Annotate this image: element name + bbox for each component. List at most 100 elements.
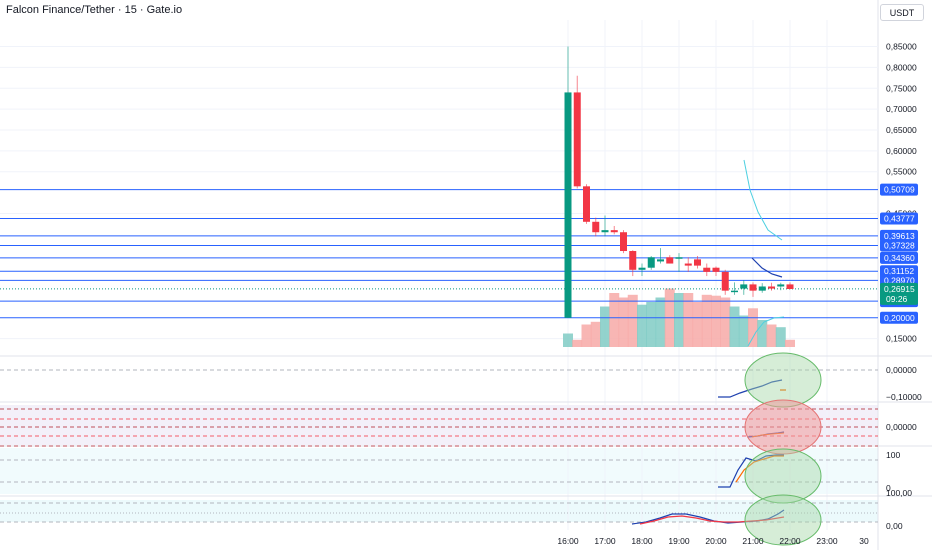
volume-bar <box>757 320 768 347</box>
candle-body <box>573 92 581 187</box>
price-level-badge <box>880 265 918 278</box>
currency-selector-button[interactable]: USDT <box>880 4 924 21</box>
indicator-tick-label: 0,00000 <box>886 365 917 375</box>
time-tick-label: 20:00 <box>705 536 727 546</box>
last-price-badge <box>880 282 918 305</box>
volume-bar <box>637 304 647 347</box>
candle-body <box>564 92 572 318</box>
candle-body <box>749 284 757 291</box>
pane-bg-3 <box>0 448 878 494</box>
volume-bar <box>729 306 740 347</box>
time-tick-label: 23:00 <box>816 536 838 546</box>
indicator-tick-label: 0 <box>886 483 891 493</box>
price-tick-label: 0,85000 <box>886 42 917 52</box>
volume-bar <box>674 293 684 347</box>
indicator-line-lower <box>747 316 785 347</box>
candle-body <box>601 230 609 233</box>
time-tick-label: 21:00 <box>742 536 764 546</box>
symbol-title[interactable]: Falcon Finance/Tether · 15 · Gate.io <box>6 4 183 16</box>
price-level-label: 0,37328 <box>884 240 915 250</box>
volume-bar <box>720 297 731 347</box>
volume-bar <box>738 315 749 347</box>
highlight-circle <box>744 448 822 504</box>
macd-line <box>718 379 783 398</box>
volume-bar <box>563 333 573 347</box>
candle-body <box>675 257 683 259</box>
price-tick-label: 0,75000 <box>886 83 917 93</box>
volume-bar <box>683 293 694 347</box>
volume-bar <box>609 293 620 347</box>
highlight-circle <box>744 399 822 455</box>
candle-body <box>638 267 646 270</box>
indicator-line-upper <box>743 159 783 241</box>
price-level-badge <box>880 251 918 264</box>
indicator-tick-label: 0,00 <box>886 521 903 531</box>
volume-bar <box>600 306 610 347</box>
candle-body <box>703 267 711 272</box>
price-level-badge <box>880 229 918 242</box>
volume-bar <box>692 302 703 347</box>
volume-bar <box>627 294 638 347</box>
candle-body <box>629 251 637 270</box>
price-level-badge <box>880 212 918 225</box>
indicator-tick-label: 0,00000 <box>886 422 917 432</box>
indicator-tick-label: 100 <box>886 450 900 460</box>
volume-bar <box>785 339 795 347</box>
price-level-label: 0,34360 <box>884 253 915 263</box>
pane-bg-4 <box>0 500 878 522</box>
volume-bar <box>748 308 758 347</box>
price-level-label: 0,28970 <box>884 275 915 285</box>
price-level-badge <box>880 183 918 196</box>
candle-body <box>620 232 627 252</box>
time-tick-label: 30 <box>859 536 869 546</box>
time-tick-label: 16:00 <box>557 536 579 546</box>
highlight-circle <box>744 494 822 546</box>
time-tick-label: 22:00 <box>779 536 801 546</box>
price-level-badge <box>880 311 918 324</box>
price-tick-label: 0,80000 <box>886 62 917 72</box>
countdown-label: 09:26 <box>886 294 908 304</box>
price-tick-label: 0,70000 <box>886 104 917 114</box>
price-tick-label: 0,15000 <box>886 334 917 344</box>
volume-bar <box>572 339 583 347</box>
candle-body <box>666 257 674 264</box>
volume-bar <box>618 297 629 347</box>
price-level-label: 0,43777 <box>884 214 915 224</box>
candle-body <box>694 259 701 266</box>
candle-body <box>740 284 748 289</box>
price-level-label: 0,20000 <box>884 313 915 323</box>
last-price-label: 0,26915 <box>884 284 915 294</box>
volume-bar <box>701 294 712 347</box>
stoch-d-line <box>735 455 784 483</box>
indicator-tick-label: 100,00 <box>886 488 912 498</box>
volume-bar <box>655 297 666 347</box>
candle-body <box>731 290 738 293</box>
candle-body <box>583 186 590 222</box>
candle-body <box>786 284 794 289</box>
pane-bg-2 <box>0 405 878 445</box>
price-tick-label: 0,65000 <box>886 125 917 135</box>
price-level-label: 0,31152 <box>884 266 914 276</box>
volume-bar <box>581 324 592 347</box>
time-tick-label: 19:00 <box>668 536 690 546</box>
price-tick-label: 0,60000 <box>886 146 917 156</box>
time-tick-label: 17:00 <box>594 536 616 546</box>
price-level-label: 0,50709 <box>884 185 915 195</box>
candle-body <box>592 221 600 233</box>
volume-bar <box>590 321 601 347</box>
candle-body <box>610 230 618 233</box>
price-tick-label: 0,55000 <box>886 167 917 177</box>
volume-bar <box>766 324 777 347</box>
time-tick-label: 18:00 <box>631 536 653 546</box>
volume-bar <box>711 295 721 347</box>
price-level-badge <box>880 239 918 252</box>
candle-body <box>777 284 785 287</box>
highlight-circle <box>744 352 822 408</box>
candle-body <box>712 267 720 272</box>
candle-body <box>684 263 692 266</box>
candle-body <box>721 271 729 291</box>
price-level-label: 0,39613 <box>884 231 915 241</box>
volume-bar <box>646 302 657 347</box>
